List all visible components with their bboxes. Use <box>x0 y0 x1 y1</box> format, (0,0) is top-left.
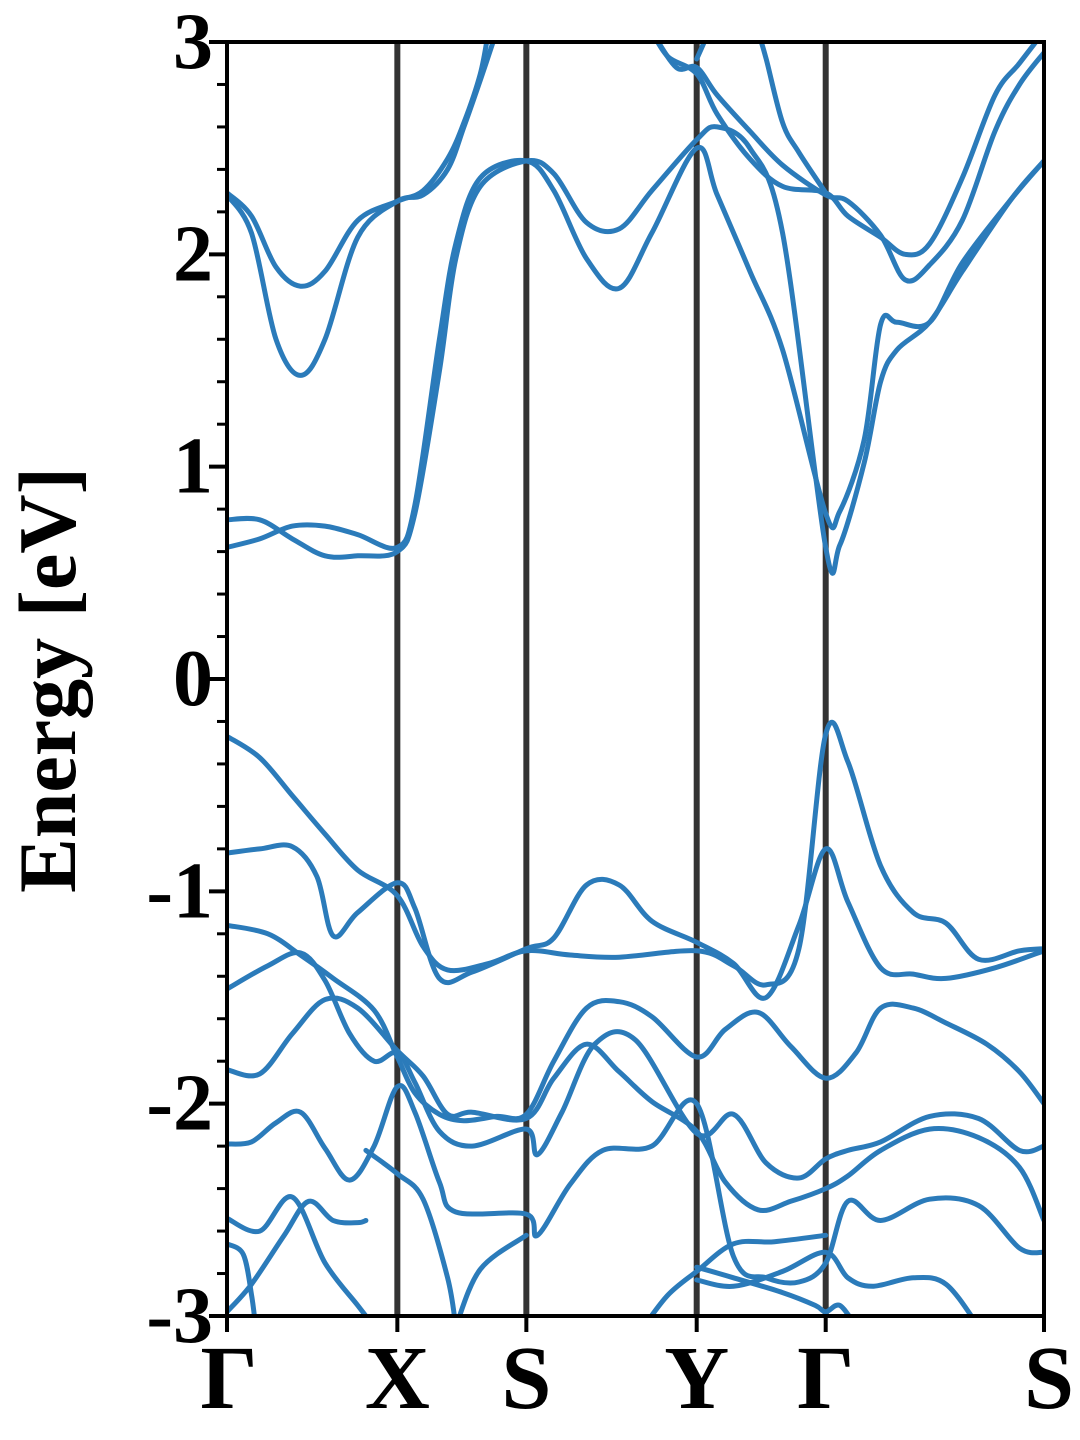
band-line <box>227 42 496 378</box>
band-line <box>227 922 1044 1124</box>
y-axis-label: Energy [eV] <box>2 467 93 893</box>
y-tick-label: -3 <box>146 1272 213 1360</box>
band-line <box>227 1083 1044 1286</box>
y-major-ticks <box>209 40 227 1318</box>
x-tick-label: X <box>365 1329 430 1428</box>
y-tick-label: -2 <box>146 1060 213 1148</box>
y-tick-label: 2 <box>173 210 213 298</box>
band-line <box>227 1198 369 1315</box>
y-tick-label: 1 <box>173 423 213 511</box>
band-line <box>227 1241 257 1316</box>
y-tick-label: 3 <box>173 0 213 86</box>
x-tick-label: Γ <box>200 1329 257 1428</box>
y-tick-label: -1 <box>146 847 213 935</box>
band-line <box>227 144 1044 551</box>
plot-frame <box>225 40 1046 1318</box>
band-lines <box>227 42 1044 1316</box>
band-line <box>227 42 490 289</box>
band-line <box>648 1232 829 1316</box>
x-tick-label: Γ <box>797 1329 854 1428</box>
x-tick-label: S <box>1024 1329 1074 1428</box>
y-tick-label: 0 <box>173 635 213 723</box>
band-line <box>758 42 829 196</box>
y-tick-labels: -3 -2 -1 0 1 2 3 <box>146 0 213 1360</box>
x-tick-label: S <box>501 1329 551 1428</box>
band-line <box>227 719 1044 988</box>
band-line <box>227 1194 370 1316</box>
band-line <box>456 1232 529 1316</box>
band-line <box>694 1264 853 1316</box>
band-line <box>363 1147 457 1316</box>
band-line <box>655 42 1044 284</box>
band-line <box>227 995 1044 1223</box>
x-tick-label: Y <box>664 1329 729 1428</box>
band-line <box>227 949 1044 1181</box>
band-line <box>227 124 1044 576</box>
band-line <box>654 42 1039 258</box>
band-line <box>227 842 1044 1001</box>
band-line <box>694 42 708 62</box>
